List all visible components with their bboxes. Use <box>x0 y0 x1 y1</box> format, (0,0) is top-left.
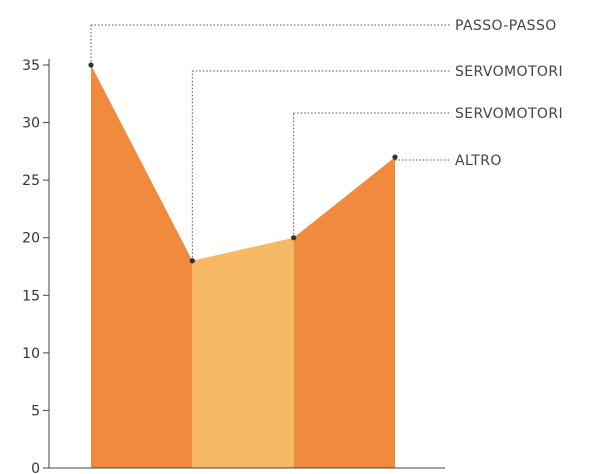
area-segment-1 <box>91 65 193 468</box>
y-tick-label-15: 15 <box>22 288 40 304</box>
data-point-markers <box>88 62 398 264</box>
y-tick-label-20: 20 <box>22 231 40 247</box>
callout-leaders <box>90 24 450 261</box>
axes: 0 5 10 15 20 25 30 35 <box>22 58 445 474</box>
callout-labels: PASSO-PASSO SERVOMOTORI SERVOMOTORI ALTRO <box>455 18 563 169</box>
callout-label-4: ALTRO <box>455 153 502 169</box>
data-point-marker-3 <box>291 235 297 241</box>
y-tick-label-35: 35 <box>22 58 40 74</box>
y-tick-label-5: 5 <box>31 403 40 419</box>
area-segment-3 <box>293 157 395 468</box>
y-tick-label-25: 25 <box>22 173 40 189</box>
data-point-marker-2 <box>189 258 195 264</box>
data-point-marker-1 <box>88 62 94 68</box>
y-tick-label-10: 10 <box>22 346 40 362</box>
callout-label-2: SERVOMOTORI <box>455 64 563 80</box>
y-tick-label-0: 0 <box>31 461 40 474</box>
y-tick-label-30: 30 <box>22 116 40 132</box>
area-segments <box>91 65 395 468</box>
callout-label-1: PASSO-PASSO <box>455 18 557 34</box>
area-segment-2 <box>192 237 294 468</box>
callout-label-3: SERVOMOTORI <box>455 106 563 122</box>
data-point-marker-4 <box>392 154 398 160</box>
